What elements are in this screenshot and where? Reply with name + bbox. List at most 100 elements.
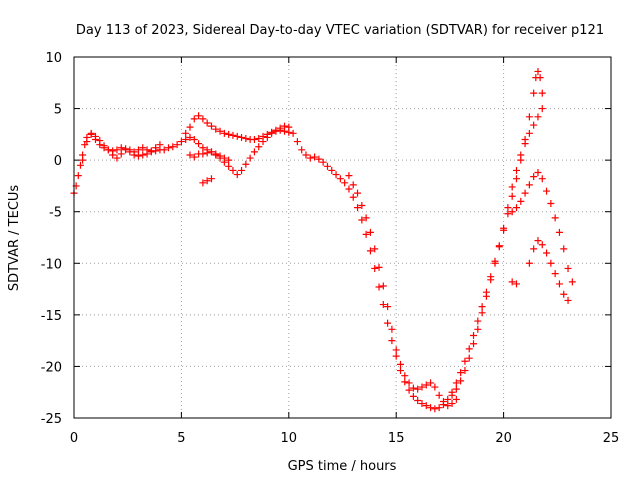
data-point (250, 136, 258, 144)
data-point (212, 125, 220, 133)
data-point (345, 185, 353, 193)
series-arc-late-a (508, 169, 576, 286)
data-point (388, 337, 396, 345)
data-point (487, 276, 495, 284)
data-point (375, 263, 383, 271)
data-point (358, 202, 366, 210)
data-point (182, 136, 190, 144)
data-point (199, 179, 207, 187)
data-point (491, 259, 499, 267)
data-point (392, 346, 400, 354)
data-point (186, 123, 194, 131)
data-point (225, 162, 233, 170)
data-point (79, 156, 87, 164)
data-point (551, 214, 559, 222)
data-point (530, 89, 538, 97)
data-point (444, 402, 452, 410)
data-point (306, 154, 314, 162)
data-point (478, 309, 486, 317)
data-point (452, 385, 460, 393)
data-point (418, 400, 426, 408)
data-point (543, 249, 551, 257)
data-point (508, 278, 516, 286)
data-point (134, 146, 142, 154)
data-point (379, 282, 387, 290)
data-point (564, 296, 572, 304)
data-point (165, 144, 173, 152)
data-point (392, 352, 400, 360)
data-point (461, 357, 469, 365)
data-point (508, 208, 516, 216)
data-point (530, 121, 538, 129)
data-point (525, 259, 533, 267)
data-point (345, 172, 353, 180)
data-point (560, 290, 568, 298)
data-point (508, 183, 516, 191)
data-point (242, 160, 250, 168)
data-point (259, 132, 267, 140)
data-point (543, 187, 551, 195)
data-point (281, 127, 289, 135)
y-tick-label: -25 (41, 412, 62, 427)
data-point (238, 166, 246, 174)
data-point (401, 378, 409, 386)
data-point (238, 133, 246, 141)
data-point (139, 144, 147, 152)
data-point (525, 129, 533, 137)
x-tick-label: 15 (388, 431, 405, 446)
data-point (207, 148, 215, 156)
data-point (91, 132, 99, 140)
data-point (272, 127, 280, 135)
data-point (409, 384, 417, 392)
data-point (255, 134, 263, 142)
data-point (216, 152, 224, 160)
data-point (190, 153, 198, 161)
data-point (289, 129, 297, 137)
data-point (207, 122, 215, 130)
data-point (293, 138, 301, 146)
data-point (246, 154, 254, 162)
data-point (87, 129, 95, 137)
data-point (396, 360, 404, 368)
data-point (76, 161, 84, 169)
data-point (349, 193, 357, 201)
data-point (195, 112, 203, 120)
y-tick-label: 5 (54, 103, 62, 118)
data-point (555, 280, 563, 288)
data-point (100, 142, 108, 150)
data-point (83, 138, 91, 146)
data-point (328, 166, 336, 174)
data-point (371, 245, 379, 253)
data-point (126, 146, 134, 154)
data-point (504, 210, 512, 218)
data-point (268, 128, 276, 136)
data-point (371, 264, 379, 272)
data-point (384, 319, 392, 327)
data-point (525, 181, 533, 189)
data-point (538, 89, 546, 97)
data-point (160, 146, 168, 154)
data-point (444, 395, 452, 403)
data-point (190, 115, 198, 123)
data-point (358, 216, 366, 224)
data-point (302, 151, 310, 159)
data-point (225, 156, 233, 164)
series-arc-late-b (508, 237, 572, 304)
data-point (104, 146, 112, 154)
data-point (207, 175, 215, 183)
data-point (156, 141, 164, 149)
data-point (405, 386, 413, 394)
data-point (130, 148, 138, 156)
x-axis-label: GPS time / hours (288, 459, 397, 474)
data-point (203, 177, 211, 185)
data-point (396, 367, 404, 375)
chart-title: Day 113 of 2023, Sidereal Day-to-day VTE… (76, 23, 604, 38)
data-point (113, 154, 121, 162)
data-point (195, 140, 203, 148)
data-point (74, 172, 82, 180)
data-point (457, 369, 465, 377)
data-point (341, 179, 349, 187)
data-point (439, 397, 447, 405)
data-point (220, 154, 228, 162)
data-point (250, 148, 258, 156)
